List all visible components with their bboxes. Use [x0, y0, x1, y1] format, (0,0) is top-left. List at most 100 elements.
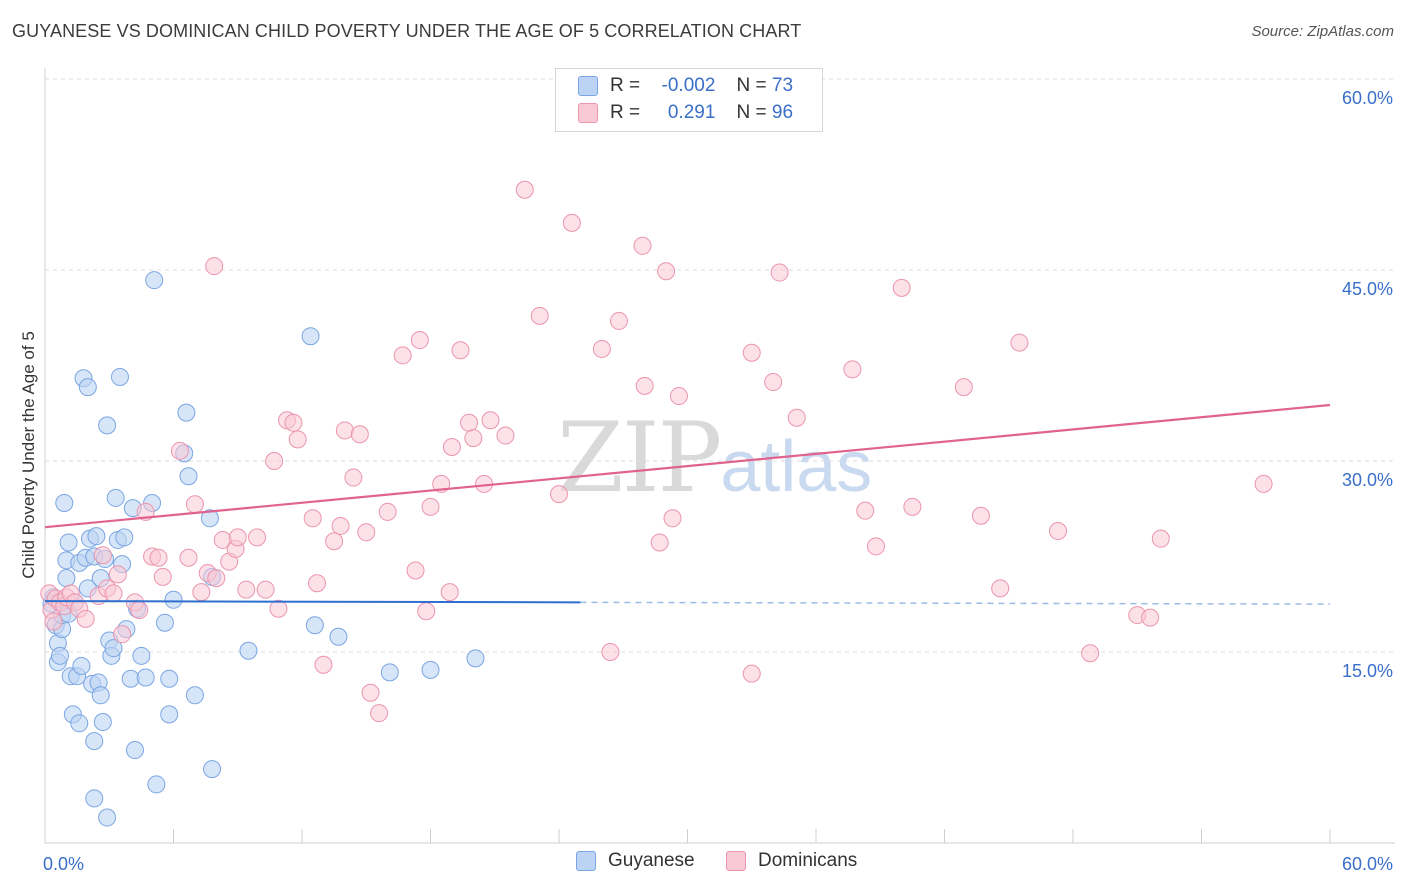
dominican-point — [971, 506, 990, 525]
dominican-point — [496, 426, 515, 445]
dominican-point — [562, 213, 581, 232]
dominican-point — [417, 602, 436, 621]
dominican-point — [635, 376, 654, 395]
source-label: Source: ZipAtlas.com — [1251, 23, 1394, 40]
guyanese-point — [59, 533, 78, 552]
guyanese-point — [110, 367, 129, 386]
guyanese-point — [106, 488, 125, 507]
dominican-point — [657, 262, 676, 281]
guyanese-legend-label: Guyanese — [608, 850, 695, 871]
guyanese-point — [55, 494, 74, 513]
dominican-point — [93, 546, 112, 565]
dominican-point — [44, 612, 63, 631]
guyanese-point — [87, 527, 106, 546]
trend-lines — [44, 403, 1331, 605]
dominican-point — [406, 561, 425, 580]
dominican-trend-line — [44, 403, 1331, 529]
dominican-point — [742, 343, 761, 362]
dominican-point — [954, 378, 973, 397]
legend-n-value: 73 — [771, 75, 794, 96]
dominican-point — [464, 429, 483, 448]
dominican-point — [1254, 474, 1273, 493]
watermark-zip: ZIP — [557, 402, 722, 514]
guyanese-point — [70, 714, 89, 733]
guyanese-point — [164, 590, 183, 609]
dominican-point — [350, 425, 369, 444]
dominican-point — [179, 548, 198, 567]
x-tick-label: 60.0% — [1342, 854, 1393, 874]
dominican-point — [1081, 644, 1100, 663]
x-tick-label: 0.0% — [43, 854, 84, 874]
guyanese-point — [160, 669, 179, 688]
dominican-swatch — [578, 102, 598, 123]
dominican-point — [550, 485, 568, 504]
legend-r-label: R = — [610, 102, 641, 123]
guyanese-point — [85, 732, 104, 751]
dominican-point — [991, 579, 1010, 598]
guyanese-trend-line — [44, 600, 581, 604]
dominican-point — [237, 580, 256, 599]
dominican-point — [357, 523, 376, 542]
dominican-point — [361, 683, 380, 702]
guyanese-point — [239, 641, 258, 660]
guyanese-point — [98, 808, 117, 827]
dominican-point — [284, 413, 303, 432]
dominican-point — [393, 346, 412, 365]
guyanese-point — [185, 686, 204, 705]
dominican-point — [303, 509, 322, 528]
dominican-point — [460, 413, 479, 432]
dominican-point — [592, 339, 611, 358]
dominican-point — [787, 408, 806, 427]
dominican-point — [344, 468, 363, 487]
dominican-point — [269, 599, 288, 618]
guyanese-trend-extension — [580, 601, 1331, 605]
dominican-point — [1141, 608, 1160, 627]
guyanese-point — [466, 649, 485, 668]
guyanese-point — [132, 646, 151, 665]
legend-n-label: N = — [736, 102, 767, 123]
guyanese-point — [72, 657, 91, 676]
dominican-point — [903, 497, 922, 516]
guyanese-point — [85, 789, 104, 808]
dominican-point — [76, 609, 95, 628]
dominican-point — [192, 583, 211, 602]
guyanese-point — [104, 639, 123, 658]
guyanese-point — [179, 467, 198, 486]
guyanese-point — [200, 509, 219, 528]
y-axis-label: Child Poverty Under the Age of 5 — [19, 331, 38, 579]
guyanese-point — [147, 775, 166, 794]
dominican-point — [185, 495, 204, 514]
guyanese-point — [98, 416, 117, 435]
dominican-point — [856, 501, 875, 520]
dominican-point — [440, 583, 459, 602]
dominican-point — [843, 360, 862, 379]
legend-n-value: 96 — [771, 102, 794, 123]
guyanese-point — [57, 569, 76, 588]
dominican-point — [307, 574, 326, 593]
dominican-point — [481, 411, 500, 430]
dominican-point — [113, 625, 132, 644]
guyanese-point — [421, 660, 440, 679]
dominican-point — [1049, 522, 1068, 541]
guyanese-point — [160, 705, 179, 724]
stats-legend: R = -0.002 N = 73 R = 0.291 N = 96 — [555, 68, 823, 132]
bottom-legend-dominicans: Dominicans — [726, 850, 857, 872]
dominican-point — [335, 421, 354, 440]
axes — [44, 68, 1395, 844]
guyanese-point — [305, 616, 324, 635]
dominican-point — [153, 567, 172, 586]
guyanese-point — [121, 669, 140, 688]
dominican-point — [130, 600, 149, 619]
dominican-point — [770, 263, 789, 282]
dominican-point — [288, 430, 307, 449]
guyanese-point — [93, 713, 112, 732]
dominican-point — [325, 532, 344, 551]
dominican-point — [1151, 529, 1170, 548]
legend-r-label: R = — [610, 75, 641, 96]
guyanese-point — [301, 327, 320, 346]
dominican-point — [170, 441, 189, 460]
dominican-point — [451, 341, 470, 360]
dominican-point — [314, 655, 333, 674]
legend-row-dominicans: R = 0.291 N = 96 — [578, 102, 793, 126]
